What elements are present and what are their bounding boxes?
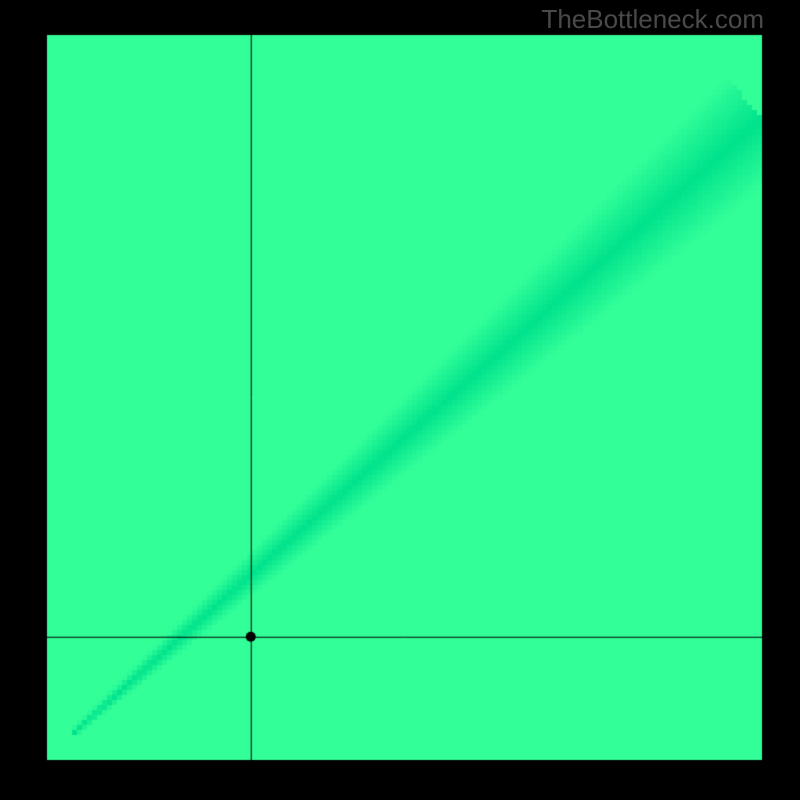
chart-container: TheBottleneck.com xyxy=(0,0,800,800)
watermark-text: TheBottleneck.com xyxy=(541,4,764,35)
bottleneck-heatmap xyxy=(0,0,800,800)
